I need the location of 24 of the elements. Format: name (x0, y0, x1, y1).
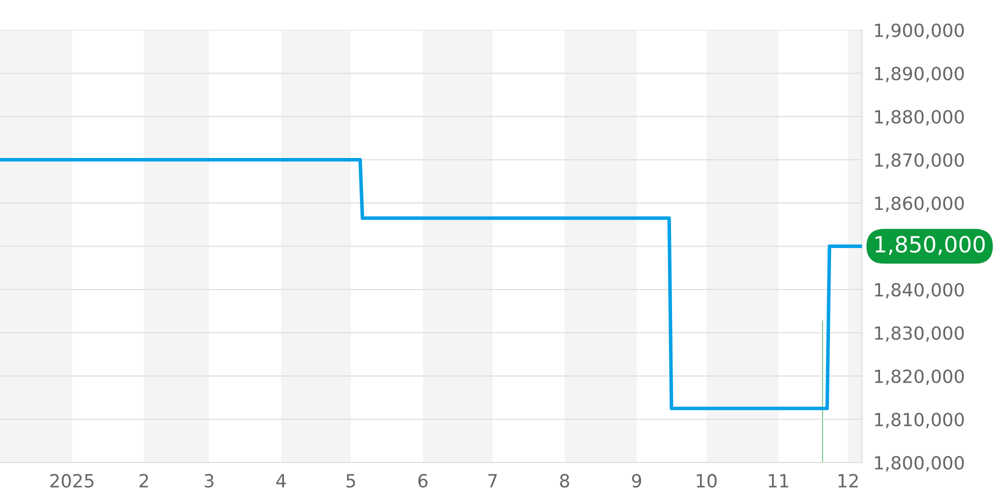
y-tick-label: 1,830,000 (875, 326, 964, 342)
x-tick-label: 7 (488, 474, 497, 488)
y-tick-label: 1,860,000 (875, 196, 964, 212)
y-tick-label: 1,840,000 (875, 282, 964, 298)
y-tick-label: 1,880,000 (875, 110, 964, 126)
y-tick-label: 1,890,000 (875, 66, 964, 82)
x-tick-label: 8 (560, 474, 570, 488)
y-tick-label: 1,820,000 (875, 369, 964, 385)
x-tick-label: 2 (140, 474, 148, 488)
line-series (0, 158, 862, 410)
x-tick-label: 2025 (50, 474, 94, 488)
x-tick-label: 3 (204, 474, 214, 488)
annotation: 1,850,000 (876, 236, 985, 255)
y-tick-label: 1,800,000 (875, 456, 964, 472)
x-tick-label: 6 (418, 474, 428, 488)
x-tick-label: 5 (346, 474, 356, 488)
x-tick-label: 11 (768, 474, 788, 488)
y-tick-label: 1,870,000 (875, 153, 964, 169)
x-tick-label: 12 (838, 474, 858, 488)
x-tick-label: 4 (276, 474, 286, 488)
y-tick-label: 1,900,000 (875, 23, 964, 39)
x-tick-label: 10 (696, 474, 717, 488)
x-tick-label: 9 (632, 474, 642, 488)
y-tick-label: 1,810,000 (875, 412, 964, 428)
